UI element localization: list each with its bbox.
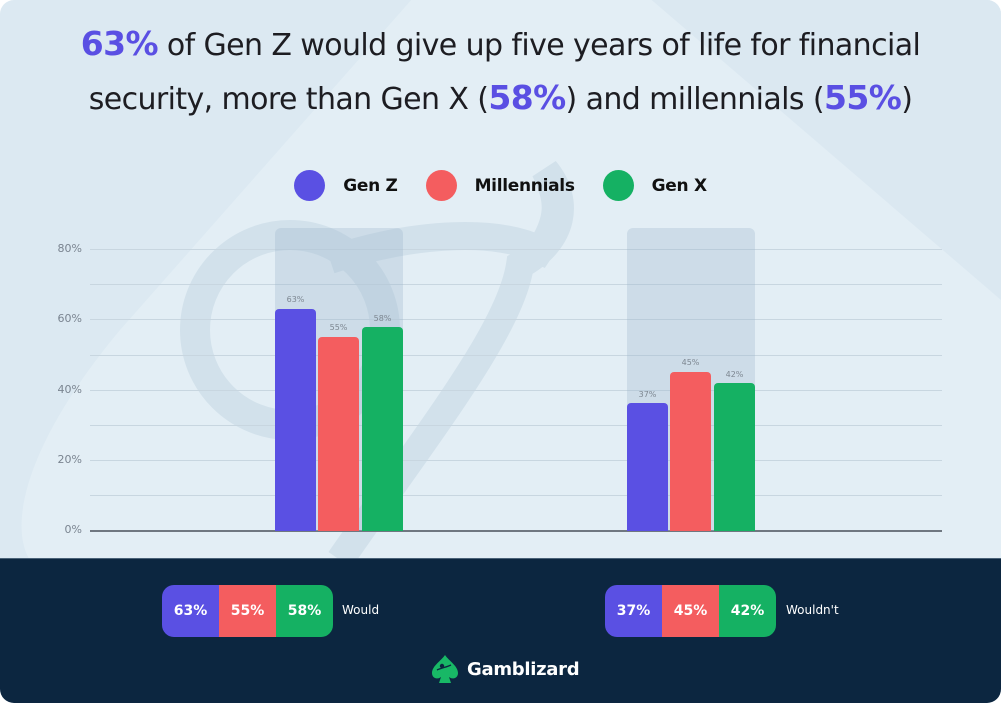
bar-wouldnt-gen-x[interactable] [714, 383, 755, 531]
bar-value-label: 37% [638, 390, 657, 399]
gridline [90, 284, 942, 285]
bar-wouldnt-gen-z[interactable] [627, 403, 668, 531]
gridline [90, 460, 942, 461]
legend-item-gen-x: Gen X [602, 170, 707, 201]
legend-dot-icon [425, 170, 457, 201]
y-tick-label: 80% [57, 242, 82, 255]
spade-lizard-logo-icon [432, 655, 458, 683]
summary-pill-would: 63% 55% 58% [162, 585, 333, 637]
summary-pill-wouldnt: 37% 45% 42% [605, 585, 776, 637]
title-highlight-genz: 63% [80, 24, 159, 63]
title-line-1: 63% of Gen Z would give up five years of… [0, 18, 1001, 72]
x-axis-line [90, 530, 942, 532]
legend-dot-icon [294, 170, 326, 201]
summary-value-gen-z: 37% [605, 585, 662, 637]
bar-would-gen-x[interactable] [362, 327, 403, 531]
chart-legend: Gen Z Millennials Gen X [0, 170, 1001, 201]
bar-would-millennials[interactable] [318, 337, 359, 531]
brand-name: Gamblizard [467, 658, 580, 680]
y-tick-label: 60% [57, 312, 82, 325]
title-highlight-genx: 58% [488, 78, 566, 117]
bar-value-label: 45% [681, 358, 700, 367]
chart-title: 63% of Gen Z would give up five years of… [0, 18, 1001, 126]
summary-caption-wouldnt: Wouldn't [786, 603, 839, 617]
gridline [90, 319, 942, 320]
summary-caption-would: Would [342, 603, 380, 617]
summary-value-gen-z: 63% [162, 585, 219, 637]
gridline [90, 495, 942, 496]
bar-would-gen-z[interactable] [275, 309, 316, 531]
bar-wouldnt-millennials[interactable] [670, 372, 711, 531]
title-line-2: security, more than Gen X (58%) and mill… [0, 72, 1001, 126]
summary-value-gen-x: 58% [276, 585, 333, 637]
summary-value-millennials: 55% [219, 585, 276, 637]
gridline [90, 355, 942, 356]
title-text: ) and millennials ( [565, 82, 825, 117]
brand-logo: Gamblizard [431, 654, 580, 684]
legend-item-gen-z: Gen Z [294, 170, 398, 201]
summary-value-millennials: 45% [662, 585, 719, 637]
bar-value-label: 55% [329, 323, 348, 332]
gridline [90, 249, 942, 250]
title-text: of Gen Z would give up five years of lif… [157, 28, 921, 63]
bar-value-label: 58% [373, 314, 392, 323]
title-text: ) [901, 82, 913, 117]
legend-dot-icon [602, 170, 634, 201]
bar-chart-plot: 80% 60% 40% 20% 0% 63% 55% 58% 37% 45% 4… [57, 228, 942, 536]
legend-label: Gen X [651, 175, 707, 196]
y-tick-label: 20% [57, 453, 82, 466]
title-highlight-millennials: 55% [824, 78, 902, 117]
bar-value-label: 63% [286, 295, 305, 304]
y-tick-label: 0% [64, 523, 82, 536]
gridline [90, 425, 942, 426]
title-text: security, more than Gen X ( [88, 82, 489, 117]
background-lizard-watermark-icon [0, 0, 1001, 560]
summary-value-gen-x: 42% [719, 585, 776, 637]
bar-value-label: 42% [725, 370, 744, 379]
y-tick-label: 40% [57, 383, 82, 396]
legend-label: Millennials [474, 175, 575, 196]
legend-item-millennials: Millennials [425, 170, 575, 201]
legend-label: Gen Z [343, 175, 398, 196]
gridline [90, 390, 942, 391]
